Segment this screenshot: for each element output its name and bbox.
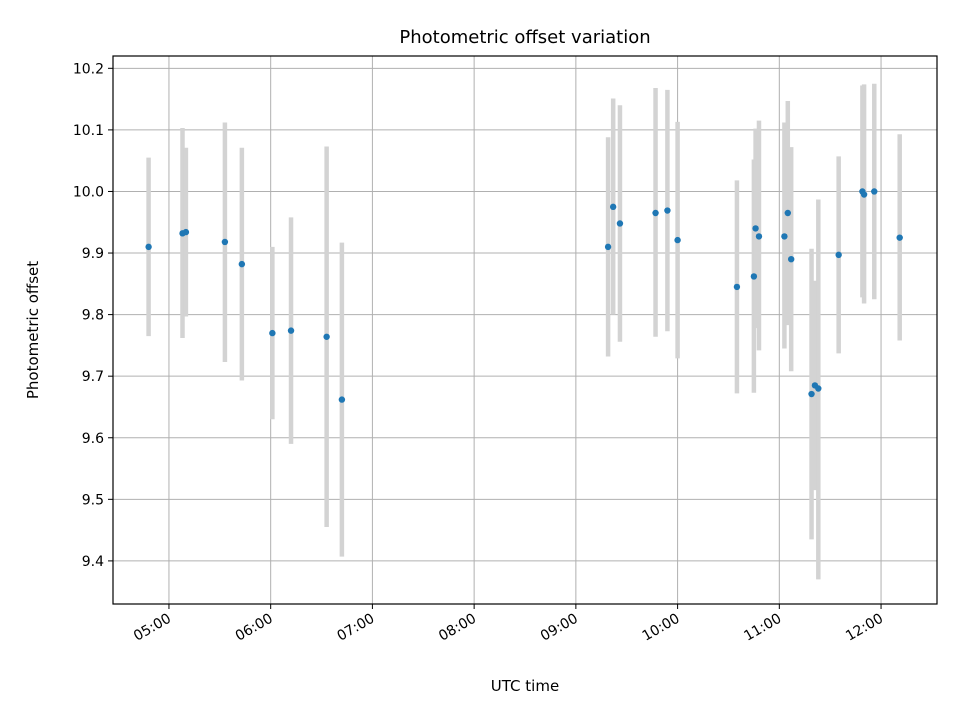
data-point [755, 233, 763, 240]
x-tick-label: 06:00 [233, 611, 276, 645]
data-point [238, 260, 246, 268]
y-tick-label: 9.8 [82, 308, 104, 324]
data-point [860, 191, 868, 198]
data-markers [145, 188, 903, 403]
y-axis-ticks: 9.4 9.5 9.6 9.7 9.8 9.9 10.0 10.1 10.2 [73, 61, 113, 570]
y-tick-label: 10.1 [73, 123, 104, 139]
data-point [609, 203, 617, 211]
y-tick-label: 9.9 [82, 246, 104, 262]
data-point [182, 228, 190, 236]
data-point [787, 255, 795, 263]
x-tick-label: 07:00 [334, 611, 377, 645]
data-point [674, 236, 681, 244]
data-point [835, 251, 842, 259]
data-point [323, 333, 330, 340]
error-bars [146, 83, 902, 580]
data-point [896, 234, 903, 241]
data-point [815, 385, 822, 392]
data-point [781, 233, 788, 240]
y-axis-label: Photometric offset [24, 261, 42, 399]
x-tick-label: 11:00 [741, 611, 784, 645]
data-point [652, 209, 659, 217]
x-tick-label: 12:00 [843, 611, 886, 645]
data-point [871, 188, 878, 195]
x-tick-label: 08:00 [436, 611, 479, 645]
data-point [784, 209, 791, 217]
y-tick-label: 10.2 [73, 61, 104, 77]
chart-title: Photometric offset variation [399, 27, 650, 48]
data-point [338, 396, 346, 403]
y-tick-label: 9.6 [82, 431, 104, 447]
data-point [604, 243, 612, 251]
x-axis-label: UTC time [491, 677, 559, 695]
x-tick-label: 05:00 [131, 611, 174, 645]
x-tick-label: 09:00 [538, 611, 581, 645]
y-tick-label: 9.5 [82, 492, 104, 508]
x-axis-ticks: 05:00 06:00 07:00 08:00 09:00 10:00 11:00 12:00 [131, 604, 886, 645]
data-point [221, 238, 229, 246]
x-tick-label: 10:00 [640, 611, 683, 645]
plot-frame [112, 55, 938, 605]
data-point [145, 243, 152, 251]
y-tick-label: 10.0 [73, 184, 104, 200]
data-point [664, 207, 671, 214]
data-point [750, 273, 758, 280]
data-point [616, 220, 624, 227]
data-point [733, 283, 741, 291]
data-point [752, 225, 759, 232]
data-point [808, 390, 815, 398]
y-tick-label: 9.7 [82, 369, 104, 385]
data-point [269, 329, 276, 337]
y-tick-label: 9.4 [82, 554, 104, 570]
data-point [287, 327, 295, 334]
